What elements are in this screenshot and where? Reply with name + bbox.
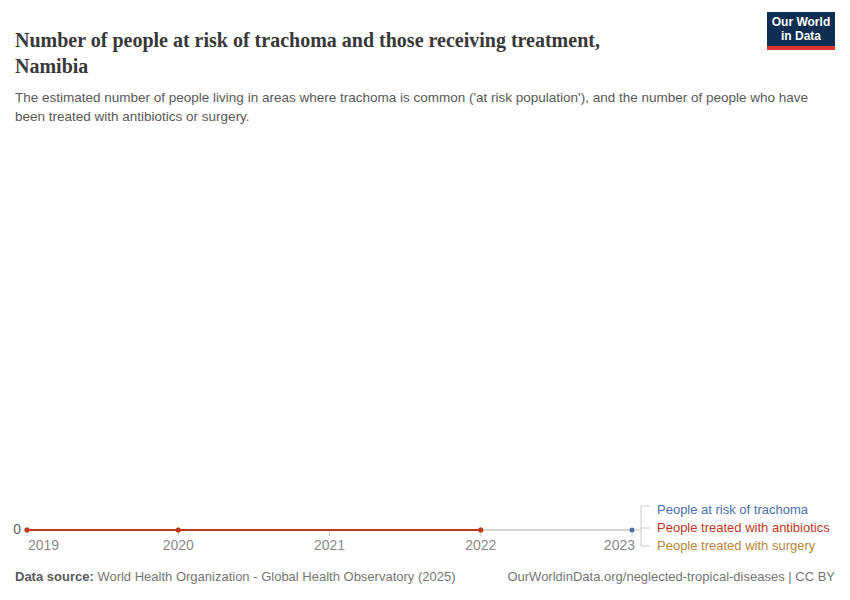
- legend-item[interactable]: People treated with surgery: [657, 537, 830, 555]
- page-container: Number of people at risk of trachoma and…: [0, 0, 850, 600]
- data-source-label: Data source:: [15, 569, 94, 584]
- legend-item[interactable]: People at risk of trachoma: [657, 501, 830, 519]
- data-source-text: World Health Organization - Global Healt…: [97, 569, 455, 584]
- chart-footer: Data source: World Health Organization -…: [15, 569, 835, 584]
- footer-credit-link[interactable]: OurWorldinData.org/neglected-tropical-di…: [507, 569, 835, 584]
- series-point[interactable]: [25, 528, 30, 533]
- legend-item[interactable]: People treated with antibiotics: [657, 519, 830, 537]
- chart-legend: People at risk of trachomaPeople treated…: [657, 501, 830, 555]
- y-axis-zero-label: 0: [0, 521, 21, 537]
- series-point[interactable]: [630, 528, 635, 533]
- series-point[interactable]: [478, 528, 483, 533]
- legend-connector: [634, 506, 650, 546]
- data-source-line: Data source: World Health Organization -…: [15, 569, 456, 584]
- series-point[interactable]: [176, 528, 181, 533]
